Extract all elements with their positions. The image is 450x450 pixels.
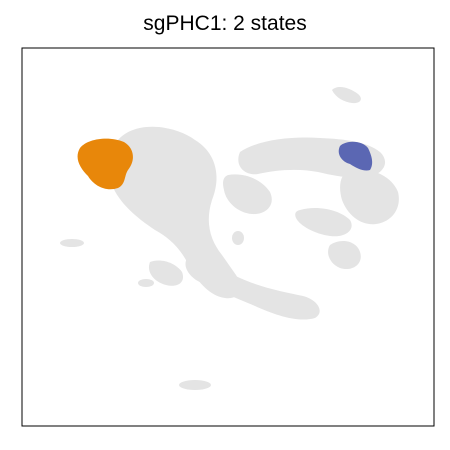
cluster-bottom-islet	[179, 380, 211, 390]
cluster-lower-branch	[185, 255, 320, 320]
cluster-left-main	[108, 126, 241, 299]
cluster-lower-left-dot	[138, 279, 154, 287]
chart-title: sgPHC1: 2 states	[143, 12, 307, 35]
background-cells	[60, 87, 399, 390]
plot-frame	[21, 47, 435, 427]
highlighted-states	[77, 138, 373, 190]
cluster-left-lower-bit	[148, 260, 184, 286]
cluster-mid-right	[295, 208, 352, 237]
cluster-right-small	[328, 240, 361, 270]
cluster-center-connect	[223, 174, 272, 215]
state-2-cluster	[338, 141, 373, 171]
cluster-right-lower	[340, 169, 399, 225]
cluster-left-islet	[60, 239, 84, 247]
state-1-cluster	[77, 138, 133, 190]
cluster-top-right-islet	[332, 87, 361, 104]
cluster-center-dot	[232, 231, 244, 245]
